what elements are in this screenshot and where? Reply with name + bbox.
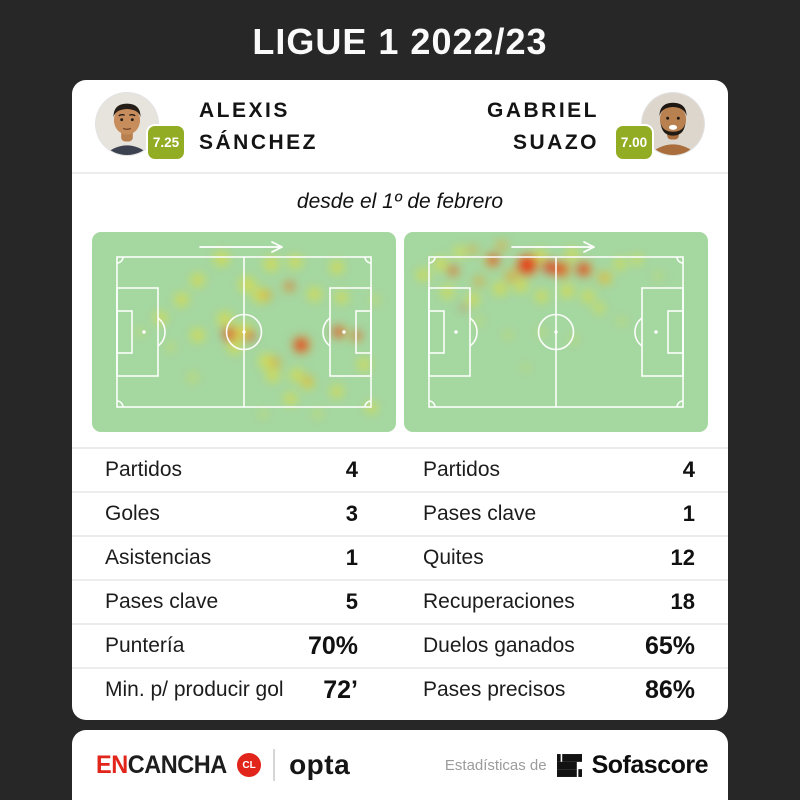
stat-cell-left: Asistencias 1 (105, 545, 358, 571)
footer-divider (273, 749, 276, 781)
stats-table: Partidos 4 Partidos 4 Goles 3 Pases clav… (72, 447, 728, 711)
avatar-alexis-sanchez (96, 93, 158, 155)
stat-cell-right: Recuperaciones 18 (423, 589, 695, 615)
table-row: Goles 3 Pases clave 1 (72, 491, 728, 535)
stat-label: Pases precisos (423, 678, 566, 701)
encancha-wordmark: ENCANCHA (96, 751, 227, 780)
stat-value: 4 (345, 457, 358, 482)
pitch-lines-right (404, 232, 708, 432)
player-name-left: ALEXIS SÁNCHEZ (199, 95, 318, 159)
avatar-gabriel-suazo (642, 93, 704, 155)
player-name-right-line1: GABRIEL (487, 99, 599, 122)
attack-direction-arrow-icon (510, 241, 602, 253)
stat-label: Min. p/ producir gol (105, 678, 284, 701)
stat-value: 4 (682, 457, 695, 482)
stat-label: Pases clave (423, 502, 537, 525)
stat-value: 18 (670, 589, 695, 614)
player-name-left-line2: SÁNCHEZ (199, 131, 319, 154)
stat-label: Partidos (105, 458, 183, 481)
encancha-cancha-text: CANCHA (127, 750, 227, 779)
stat-value: 72’ (323, 675, 358, 704)
stat-value: 65% (644, 631, 695, 660)
player-name-right-line2: SUAZO (513, 131, 599, 154)
stat-cell-left: Puntería 70% (105, 632, 358, 661)
player-photo-right (642, 93, 704, 155)
stat-cell-left: Partidos 4 (105, 457, 358, 483)
period-subtitle: desde el 1º de febrero (296, 190, 504, 213)
player-photo-left (96, 93, 158, 155)
pitch-lines-left (92, 232, 396, 432)
heatmap-alexis-sanchez (92, 232, 396, 432)
table-row: Puntería 70% Duelos ganados 65% (72, 623, 728, 667)
player-name-left-line1: ALEXIS (199, 99, 290, 122)
stat-label: Recuperaciones (423, 590, 575, 613)
stat-cell-right: Duelos ganados 65% (423, 632, 695, 661)
page-title: LIGUE 1 2022/23 (252, 21, 548, 62)
stat-label: Quites (423, 546, 484, 569)
stat-value: 12 (670, 545, 695, 570)
stat-label: Goles (105, 502, 160, 525)
stats-by-label: Estadísticas de (444, 756, 547, 774)
stat-cell-right: Pases precisos 86% (423, 676, 695, 705)
table-row: Asistencias 1 Quites 12 (72, 535, 728, 579)
table-row: Partidos 4 Partidos 4 (72, 447, 728, 491)
player-name-right: GABRIEL SUAZO (487, 95, 599, 159)
table-row: Pases clave 5 Recuperaciones 18 (72, 579, 728, 623)
stat-cell-left: Goles 3 (105, 501, 358, 527)
stat-value: 5 (345, 589, 358, 614)
stat-cell-right: Quites 12 (423, 545, 695, 571)
stat-label: Duelos ganados (423, 634, 575, 657)
stat-cell-right: Pases clave 1 (423, 501, 695, 527)
heatmap-gabriel-suazo (404, 232, 708, 432)
stat-value: 3 (345, 501, 358, 526)
stat-cell-right: Partidos 4 (423, 457, 695, 483)
stats-card: 7.25 ALEXIS SÁNCHEZ GABRIEL SUAZO 7.00 d (72, 80, 728, 720)
rating-badge-right: 7.00 (616, 126, 652, 159)
stat-label: Pases clave (105, 590, 219, 613)
stat-cell-left: Pases clave 5 (105, 589, 358, 615)
encancha-logo: ENCANCHA CL (96, 751, 262, 780)
opta-logo: opta (289, 749, 351, 780)
footer-bar: ENCANCHA CL opta Estadísticas de Sofasco… (72, 730, 728, 800)
encancha-en-text: EN (96, 750, 128, 779)
sofascore-icon (556, 753, 582, 777)
sofascore-wordmark: Sofascore (591, 750, 709, 779)
rating-badge-left: 7.25 (148, 126, 184, 159)
stat-value: 86% (644, 675, 695, 704)
sofascore-credit: Estadísticas de Sofascore (444, 750, 709, 780)
encancha-cl-badge-icon: CL (237, 753, 262, 777)
stat-value: 1 (682, 501, 695, 526)
attack-direction-arrow-icon (198, 241, 290, 253)
players-header: 7.25 ALEXIS SÁNCHEZ GABRIEL SUAZO 7.00 (72, 80, 728, 174)
table-row: Min. p/ producir gol 72’ Pases precisos … (72, 667, 728, 711)
stat-value: 70% (307, 631, 358, 660)
stat-value: 1 (345, 545, 358, 570)
stat-label: Puntería (105, 634, 185, 657)
stat-label: Asistencias (105, 546, 212, 569)
stat-cell-left: Min. p/ producir gol 72’ (105, 676, 358, 705)
stat-label: Partidos (423, 458, 501, 481)
